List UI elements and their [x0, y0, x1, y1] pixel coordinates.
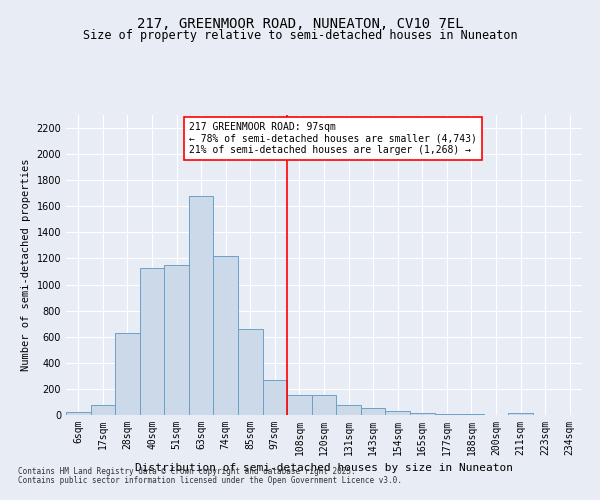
X-axis label: Distribution of semi-detached houses by size in Nuneaton: Distribution of semi-detached houses by … — [135, 464, 513, 473]
Bar — [115, 333, 140, 415]
Text: Size of property relative to semi-detached houses in Nuneaton: Size of property relative to semi-detach… — [83, 29, 517, 42]
Text: 217, GREENMOOR ROAD, NUNEATON, CV10 7EL: 217, GREENMOOR ROAD, NUNEATON, CV10 7EL — [137, 18, 463, 32]
Bar — [238, 329, 263, 415]
Bar — [361, 408, 385, 415]
Bar — [410, 413, 434, 415]
Bar — [263, 380, 287, 415]
Bar — [214, 256, 238, 415]
Text: Contains public sector information licensed under the Open Government Licence v3: Contains public sector information licen… — [18, 476, 402, 485]
Bar — [434, 414, 459, 415]
Bar — [140, 268, 164, 415]
Text: Contains HM Land Registry data © Crown copyright and database right 2025.: Contains HM Land Registry data © Crown c… — [18, 467, 356, 476]
Bar — [287, 396, 312, 415]
Text: 217 GREENMOOR ROAD: 97sqm
← 78% of semi-detached houses are smaller (4,743)
21% : 217 GREENMOOR ROAD: 97sqm ← 78% of semi-… — [189, 122, 477, 154]
Bar — [312, 396, 336, 415]
Bar — [66, 412, 91, 415]
Bar — [459, 414, 484, 415]
Y-axis label: Number of semi-detached properties: Number of semi-detached properties — [21, 159, 31, 371]
Bar — [385, 411, 410, 415]
Bar — [164, 265, 189, 415]
Bar — [508, 413, 533, 415]
Bar — [336, 404, 361, 415]
Bar — [91, 404, 115, 415]
Bar — [189, 196, 214, 415]
